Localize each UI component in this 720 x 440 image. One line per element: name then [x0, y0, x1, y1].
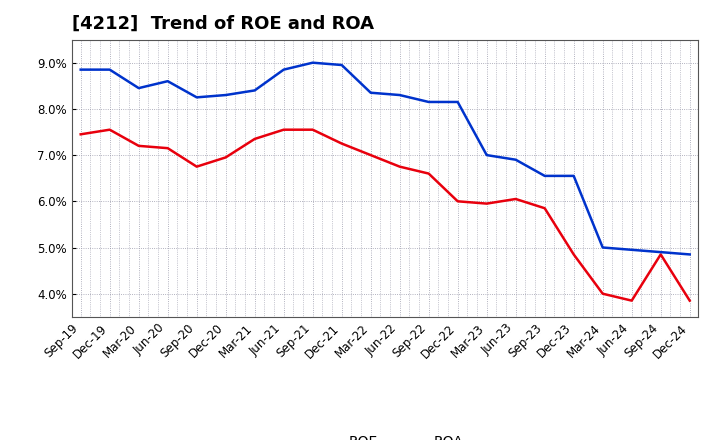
- ROA: [511, 157, 520, 162]
- ROE: [163, 146, 172, 151]
- Text: [4212]  Trend of ROE and ROA: [4212] Trend of ROE and ROA: [72, 15, 374, 33]
- ROE: [541, 205, 549, 211]
- Line: ROE: ROE: [81, 130, 690, 301]
- ROA: [366, 90, 375, 95]
- ROA: [105, 67, 114, 72]
- ROE: [685, 298, 694, 303]
- ROE: [424, 171, 433, 176]
- ROA: [482, 152, 491, 158]
- ROA: [279, 67, 288, 72]
- ROE: [395, 164, 404, 169]
- ROE: [105, 127, 114, 132]
- ROE: [221, 155, 230, 160]
- ROE: [279, 127, 288, 132]
- Line: ROA: ROA: [81, 63, 690, 254]
- ROE: [308, 127, 317, 132]
- ROA: [76, 67, 85, 72]
- ROA: [221, 92, 230, 98]
- ROE: [192, 164, 201, 169]
- ROE: [627, 298, 636, 303]
- ROA: [338, 62, 346, 68]
- ROE: [598, 291, 607, 297]
- ROA: [657, 249, 665, 255]
- ROE: [135, 143, 143, 148]
- ROE: [482, 201, 491, 206]
- ROA: [135, 85, 143, 91]
- ROA: [685, 252, 694, 257]
- ROA: [192, 95, 201, 100]
- ROE: [570, 252, 578, 257]
- ROE: [76, 132, 85, 137]
- ROE: [454, 198, 462, 204]
- ROA: [598, 245, 607, 250]
- ROA: [541, 173, 549, 179]
- ROE: [657, 252, 665, 257]
- ROA: [308, 60, 317, 66]
- ROE: [511, 196, 520, 202]
- Legend: ROE, ROA: ROE, ROA: [302, 429, 469, 440]
- ROA: [454, 99, 462, 105]
- ROE: [251, 136, 259, 142]
- ROA: [424, 99, 433, 105]
- ROA: [627, 247, 636, 253]
- ROA: [251, 88, 259, 93]
- ROA: [395, 92, 404, 98]
- ROA: [163, 79, 172, 84]
- ROE: [338, 141, 346, 146]
- ROE: [366, 152, 375, 158]
- ROA: [570, 173, 578, 179]
